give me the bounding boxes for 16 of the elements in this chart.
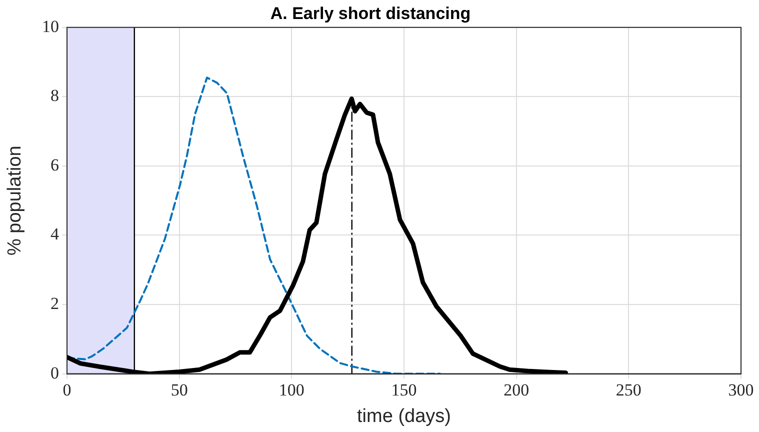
x-tick-label: 300: [728, 380, 754, 400]
x-tick-label: 0: [62, 380, 72, 400]
chart-title: A. Early short distancing: [270, 4, 471, 23]
y-tick-label: 4: [50, 224, 60, 244]
x-tick-label: 50: [170, 380, 188, 400]
y-tick-label: 0: [50, 363, 59, 382]
y-axis-title: % population: [4, 146, 26, 256]
y-tick-label: 6: [50, 155, 59, 174]
x-tick-label: 250: [616, 380, 642, 400]
y-tick-label: 2: [50, 294, 59, 313]
x-tick-label: 200: [504, 380, 530, 400]
x-tick-label: 100: [278, 380, 304, 400]
y-tick-label: 10: [42, 16, 59, 36]
x-axis-title: time (days): [357, 406, 451, 427]
y-tick-label: 8: [50, 86, 59, 106]
x-tick-label: 150: [391, 380, 417, 400]
